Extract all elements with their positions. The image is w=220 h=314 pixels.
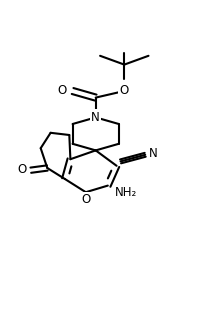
Text: O: O: [17, 163, 26, 176]
Text: NH₂: NH₂: [115, 186, 138, 199]
Text: O: O: [120, 84, 129, 98]
Text: N: N: [149, 147, 158, 160]
Text: O: O: [57, 84, 66, 98]
Text: N: N: [91, 111, 100, 124]
Text: O: O: [81, 193, 90, 206]
